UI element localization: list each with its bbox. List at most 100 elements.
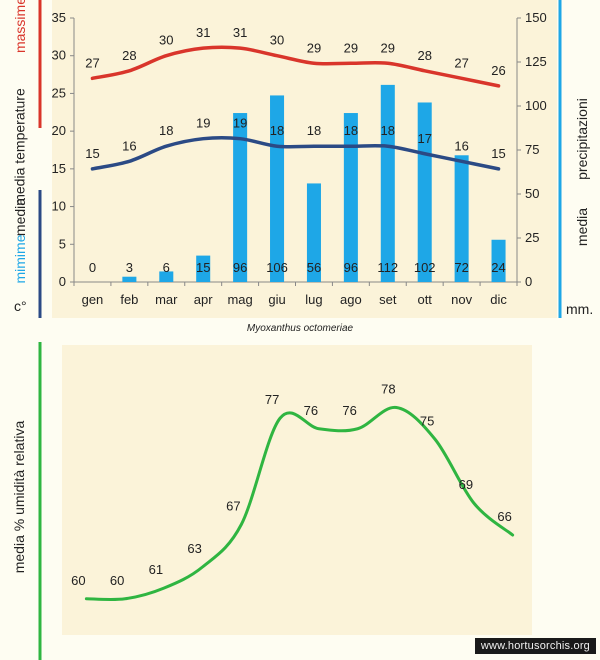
precip-bar [454,155,469,282]
x-tick-label: gen [82,292,104,307]
precip-value-label: 15 [196,260,210,275]
x-tick-label: mag [227,292,252,307]
x-tick-label: giu [268,292,285,307]
precip-value-label: 96 [344,260,358,275]
max-temp-label: 26 [491,63,505,78]
left-tick-label: 35 [52,10,66,25]
right-tick-label: 100 [525,98,547,113]
humidity-value-label: 76 [304,403,318,418]
min-temp-label: 16 [454,138,468,153]
precip-value-label: 56 [307,260,321,275]
label-mm-unit: mm. [566,301,594,317]
min-temp-label: 19 [233,116,247,131]
max-temp-label: 27 [85,55,99,70]
label-massime: massime [12,0,28,54]
precip-bar [233,113,248,282]
x-tick-label: mar [155,292,178,307]
precip-value-label: 0 [89,260,96,275]
x-tick-label: apr [194,292,213,307]
right-tick-label: 50 [525,186,539,201]
climate-chart-panel: 0 5 10 15 20 25 30 35 0 25 50 75 100 125 150 gen feb mar a… [52,0,557,318]
precip-bar [491,239,506,282]
min-temp-label: 17 [417,131,431,146]
label-celsius-unit: c° [14,298,27,314]
precip-bar [306,183,321,282]
x-tick-label: ott [417,292,432,307]
max-temp-label: 30 [159,33,173,48]
x-tick-label: ago [340,292,362,307]
right-tick-label: 75 [525,142,539,157]
precip-bar [196,255,211,282]
precip-bar [380,84,395,282]
left-tick-label: 5 [59,236,66,251]
humidity-value-label: 60 [110,573,124,588]
right-tick-label: 150 [525,10,547,25]
label-humidity-axis: media % umidità relativa [11,420,27,574]
precip-bar [343,113,358,282]
max-temp-label: 28 [417,48,431,63]
min-temp-label: 16 [122,138,136,153]
humidity-value-label: 78 [381,382,395,397]
precip-value-label: 6 [163,260,170,275]
precip-bar [270,95,285,282]
min-temp-label: 19 [196,116,210,131]
precip-value-label: 72 [454,260,468,275]
max-temp-label: 28 [122,48,136,63]
min-temp-label: 18 [344,123,358,138]
label-mimime: mimime [12,234,28,284]
left-tick-label: 15 [52,161,66,176]
humidity-value-label: 67 [226,498,240,513]
precip-value-label: 24 [491,260,505,275]
humidity-value-label: 63 [187,541,201,556]
humidity-chart-panel: 60 60 61 63 67 77 76 76 78 75 69 66 [62,345,532,635]
humidity-line [84,405,515,602]
max-temp-label: 27 [454,55,468,70]
label-media-precip: media [574,207,590,247]
left-tick-label: 25 [52,85,66,100]
x-tick-label: dic [490,292,507,307]
precip-bar [159,271,174,282]
min-temp-label: 18 [307,123,321,138]
humidity-value-label: 61 [149,562,163,577]
humidity-value-label: 66 [497,509,511,524]
min-temp-label: 15 [85,146,99,161]
left-tick-label: 10 [52,199,66,214]
x-tick-label: nov [451,292,472,307]
humidity-value-label: 76 [342,403,356,418]
right-tick-label: 25 [525,230,539,245]
max-temp-label: 29 [307,40,321,55]
humidity-value-label: 60 [71,573,85,588]
max-temp-label: 31 [233,25,247,40]
precip-value-label: 112 [377,260,398,275]
humidity-value-label: 75 [420,413,434,428]
min-temp-line [90,135,501,171]
max-temp-line [90,45,501,88]
label-precipitazioni: precipitazioni [574,98,590,180]
max-temp-label: 29 [344,40,358,55]
species-name: Myoxanthus octomeriae [246,323,354,334]
min-temp-label: 18 [159,123,173,138]
humidity-value-label: 69 [459,477,473,492]
precip-bar [122,276,137,282]
min-temp-label: 18 [270,123,284,138]
max-temp-label: 30 [270,33,284,48]
x-tick-label: set [379,292,397,307]
left-tick-label: 30 [52,48,66,63]
left-tick-label: 20 [52,123,66,138]
max-temp-label: 31 [196,25,210,40]
x-tick-label: lug [305,292,322,307]
humidity-chart: 60 60 61 63 67 77 76 76 78 75 69 66 [71,382,515,602]
watermark: www.hortusorchis.org [474,638,596,654]
right-tick-label: 0 [525,274,532,289]
precip-bar [417,102,432,282]
x-tick-label: feb [120,292,138,307]
max-temp-label: 29 [381,40,395,55]
min-temp-label: 18 [381,123,395,138]
precip-value-label: 96 [233,260,247,275]
precip-value-label: 3 [126,260,133,275]
left-tick-label: 0 [59,274,66,289]
precip-value-label: 102 [414,260,436,275]
precip-value-label: 106 [266,260,288,275]
